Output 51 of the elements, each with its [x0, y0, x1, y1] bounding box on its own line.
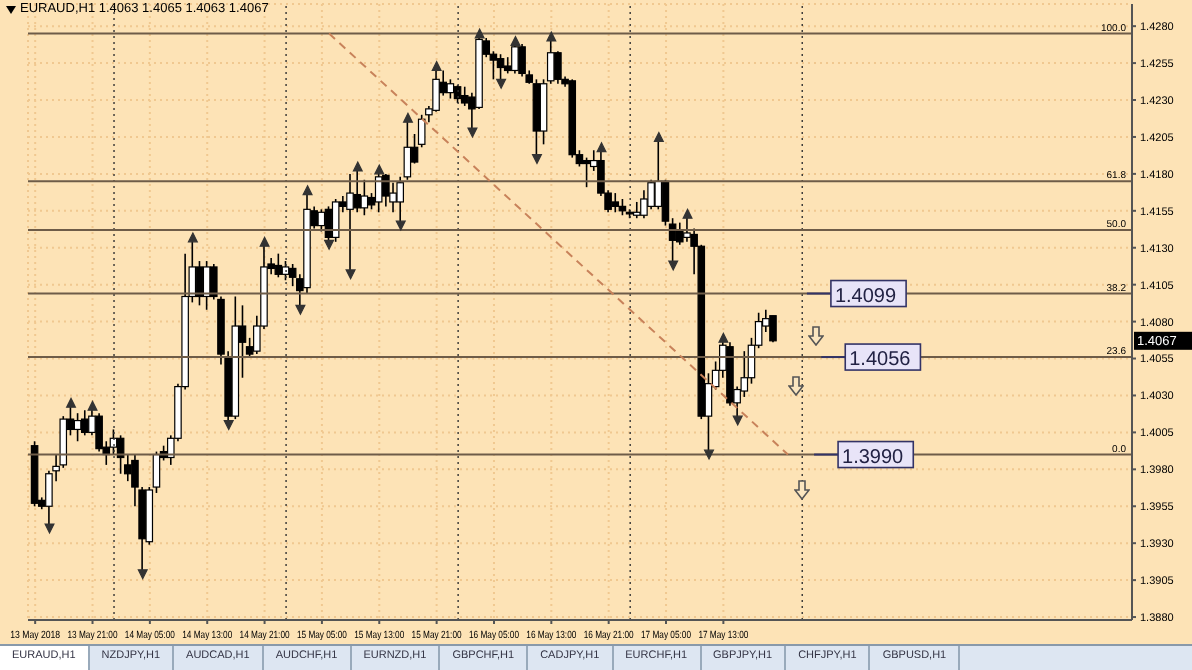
candlestick — [360, 178, 369, 217]
point — [496, 78, 507, 89]
candlestick — [396, 176, 404, 227]
annotation: 1.3990 — [842, 446, 905, 469]
point — [732, 415, 743, 426]
point — [324, 239, 335, 250]
point — [259, 236, 270, 247]
point — [510, 35, 521, 46]
point — [395, 220, 406, 231]
point — [546, 31, 557, 42]
candlestick — [518, 43, 526, 78]
candlestick — [640, 189, 648, 219]
candlestick — [769, 314, 777, 344]
point — [137, 569, 148, 580]
point — [187, 232, 198, 243]
point — [44, 523, 55, 534]
point — [345, 269, 356, 280]
point — [431, 61, 442, 72]
candlestick — [80, 409, 89, 437]
candlestick — [647, 178, 655, 211]
point — [596, 142, 607, 153]
candlestick — [389, 181, 397, 214]
point — [467, 127, 478, 138]
candlestick — [446, 78, 455, 100]
candlestick — [554, 50, 562, 85]
candlestick — [582, 156, 591, 188]
point — [223, 420, 234, 431]
candlestick — [611, 192, 620, 214]
point — [302, 185, 313, 196]
point — [682, 208, 693, 219]
point — [352, 161, 363, 172]
candlestick — [274, 252, 283, 279]
candlestick — [632, 201, 641, 219]
candlestick — [281, 260, 290, 282]
point — [531, 154, 542, 165]
point — [668, 260, 679, 271]
candlestick — [374, 168, 383, 214]
annotation: 1.4056 — [849, 349, 912, 372]
point — [87, 400, 98, 411]
point — [474, 28, 485, 39]
point — [653, 131, 664, 142]
point — [718, 332, 729, 343]
point — [66, 397, 77, 408]
point — [295, 304, 306, 315]
candlestick — [331, 198, 340, 243]
candlestick — [73, 412, 82, 443]
annotation: 1.4099 — [834, 285, 897, 308]
point — [402, 112, 413, 123]
candlestick — [496, 53, 505, 85]
point — [374, 164, 385, 175]
candlestick — [382, 173, 390, 208]
